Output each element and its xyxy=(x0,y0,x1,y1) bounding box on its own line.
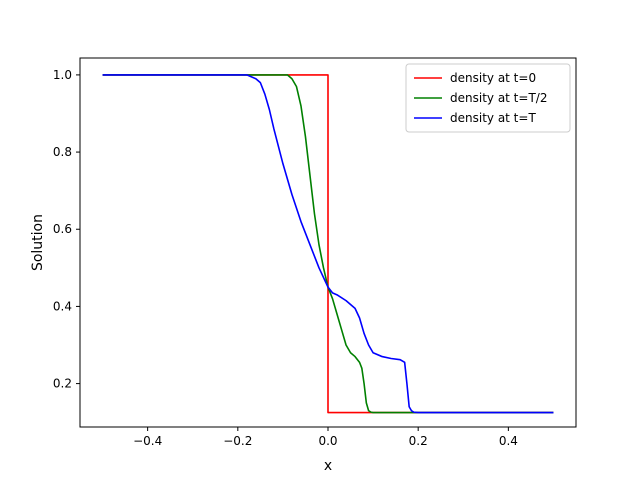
y-tick-label: 0.2 xyxy=(53,377,72,391)
x-axis-label: x xyxy=(324,458,332,474)
y-tick-label: 0.4 xyxy=(53,299,72,313)
y-tick-label: 0.8 xyxy=(53,145,72,159)
y-axis-ticks: 0.2 0.4 0.6 0.8 1.0 xyxy=(53,68,80,391)
series-layer xyxy=(102,74,554,414)
series-line-2 xyxy=(102,74,554,414)
x-tick-label: 0.0 xyxy=(318,434,337,448)
x-tick-label: −0.2 xyxy=(223,434,252,448)
legend-box xyxy=(405,63,571,133)
legend-entry: density at t=T xyxy=(450,111,536,125)
y-tick-label: 1.0 xyxy=(53,68,72,82)
x-tick-label: 0.4 xyxy=(499,434,518,448)
legend-entry: density at t=T/2 xyxy=(450,91,547,105)
x-tick-label: −0.4 xyxy=(133,434,162,448)
y-tick-label: 0.6 xyxy=(53,222,72,236)
legend: density at t=0 density at t=T/2 density at… xyxy=(405,63,571,133)
series-line-3 xyxy=(102,74,554,414)
x-axis-ticks: −0.4 −0.2 0.0 0.2 0.4 xyxy=(133,427,518,448)
y-axis-label: Solution xyxy=(30,214,46,271)
x-tick-label: 0.2 xyxy=(409,434,428,448)
legend-entry: density at t=0 xyxy=(450,71,536,85)
